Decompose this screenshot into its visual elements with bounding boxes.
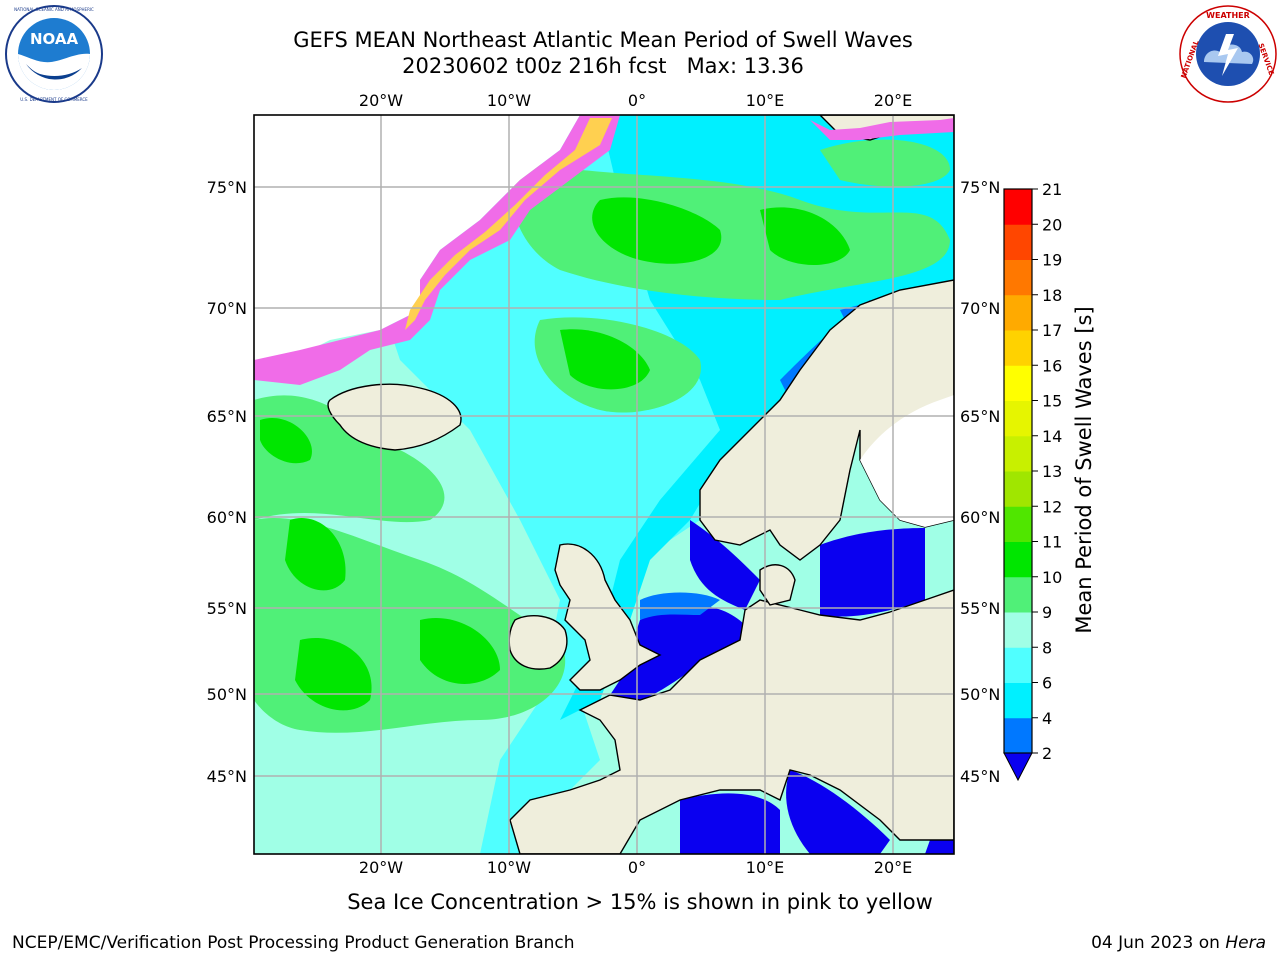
lon-tick-bottom: 20°E — [874, 858, 912, 877]
colorbar-segment — [1004, 612, 1032, 648]
colorbar-segment — [1004, 400, 1032, 437]
lon-tick-top: 0° — [628, 91, 646, 110]
colorbar-segment — [1004, 541, 1032, 578]
denmark-land — [759, 564, 796, 606]
colorbar-tick-label: 12 — [1042, 497, 1062, 516]
colorbar-segment — [1004, 647, 1032, 683]
colorbar-tick-label: 4 — [1042, 709, 1052, 728]
lat-tick-left: 75°N — [207, 178, 247, 197]
swell-6-8-band — [380, 115, 760, 854]
lat-tick-right: 65°N — [960, 407, 1000, 426]
chart-title: GEFS MEAN Northeast Atlantic Mean Period… — [0, 27, 1206, 79]
colorbar-segment — [1004, 189, 1032, 225]
colorbar-tick-label: 15 — [1042, 392, 1062, 411]
noaa-logo-icon: NOAA NATIONAL OCEANIC AND ATMOSPHERIC U.… — [5, 5, 103, 103]
colorbar-segment — [1004, 294, 1032, 331]
lon-tick-top: 20°W — [359, 91, 403, 110]
lon-tick-bottom: 10°E — [746, 858, 784, 877]
colorbar-segment — [1004, 330, 1032, 366]
swell-10-12-patches — [260, 197, 850, 711]
footer-credit: NCEP/EMC/Verification Post Processing Pr… — [12, 933, 575, 953]
colorbar-tick-label: 13 — [1042, 462, 1062, 481]
colorbar-tick-label: 20 — [1042, 215, 1062, 234]
lat-tick-right: 75°N — [960, 178, 1000, 197]
lon-tick-top: 20°E — [874, 91, 912, 110]
svg-text:U.S. DEPARTMENT OF COMMERCE: U.S. DEPARTMENT OF COMMERCE — [20, 97, 88, 102]
colorbar-label: Mean Period of Swell Waves [s] — [1072, 306, 1096, 634]
lat-tick-right: 70°N — [960, 299, 1000, 318]
colorbar-tick-label: 6 — [1042, 674, 1052, 693]
lat-tick-left: 45°N — [207, 767, 247, 786]
lat-tick-right: 60°N — [960, 508, 1000, 527]
lon-tick-bottom: 10°W — [487, 858, 531, 877]
nws-logo-icon: WEATHER NATIONAL SERVICE — [1179, 5, 1277, 103]
colorbar-tick-label: 14 — [1042, 427, 1062, 446]
sea-ice — [254, 115, 954, 527]
colorbar-segment — [1004, 717, 1032, 754]
colorbar-tick-label: 2 — [1042, 744, 1052, 763]
colorbar-segment — [1004, 224, 1032, 260]
colorbar-extend-triangle — [1003, 752, 1033, 782]
footer-host: Hera — [1225, 933, 1266, 953]
lat-tick-left: 65°N — [207, 407, 247, 426]
lat-tick-left: 50°N — [207, 685, 247, 704]
lat-ticks-left: 75°N 70°N 65°N 60°N 55°N 50°N 45°N — [207, 178, 247, 786]
gridlines — [254, 115, 954, 854]
colorbar-segment — [1004, 259, 1032, 296]
ireland-land — [508, 614, 568, 670]
colorbar-segment — [1004, 506, 1032, 542]
colorbar-tick-label: 9 — [1042, 603, 1052, 622]
colorbar-tick-label: 10 — [1042, 568, 1062, 587]
lon-tick-top: 10°W — [487, 91, 531, 110]
footer-date-text: 04 Jun 2023 on — [1091, 933, 1226, 953]
colorbar-tick-label: 11 — [1042, 533, 1062, 552]
lat-tick-left: 55°N — [207, 599, 247, 618]
continental-europe-land — [509, 589, 954, 854]
colorbar: 2 4 6 8 9 10 11 12 13 14 15 16 17 18 19 20 21 — [1003, 180, 1062, 782]
iceland-land — [327, 383, 462, 451]
colorbar-tick-label: 21 — [1042, 180, 1062, 199]
lat-tick-right: 50°N — [960, 685, 1000, 704]
lat-tick-left: 70°N — [207, 299, 247, 318]
lon-tick-top: 10°E — [746, 91, 784, 110]
lon-ticks-bottom: 20°W 10°W 0° 10°E 20°E — [359, 858, 912, 877]
great-britain-land — [554, 543, 662, 691]
title-line-1: GEFS MEAN Northeast Atlantic Mean Period… — [293, 28, 913, 52]
colorbar-tick-label: 8 — [1042, 638, 1052, 657]
svg-text:NOAA: NOAA — [30, 30, 79, 48]
lon-ticks-top: 20°W 10°W 0° 10°E 20°E — [359, 91, 912, 110]
swell-2-4-areas — [610, 520, 954, 854]
colorbar-tick-label: 16 — [1042, 356, 1062, 375]
svg-text:NATIONAL OCEANIC AND ATMOSPHER: NATIONAL OCEANIC AND ATMOSPHERIC — [14, 7, 94, 12]
lon-tick-bottom: 0° — [628, 858, 646, 877]
colorbar-tick-label: 19 — [1042, 251, 1062, 270]
lon-tick-bottom: 20°W — [359, 858, 403, 877]
lat-ticks-right: 75°N 70°N 65°N 60°N 55°N 50°N 45°N — [960, 178, 1000, 786]
colorbar-segment — [1004, 365, 1032, 401]
colorbar-tick-label: 17 — [1042, 321, 1062, 340]
lat-tick-right: 45°N — [960, 767, 1000, 786]
colorbar-segment — [1004, 435, 1032, 472]
lat-tick-left: 60°N — [207, 508, 247, 527]
colorbar-segment — [1004, 576, 1032, 613]
colorbar-segment — [1004, 682, 1032, 719]
map-frame — [253, 114, 955, 855]
svg-text:WEATHER: WEATHER — [1206, 11, 1250, 20]
lat-tick-right: 55°N — [960, 599, 1000, 618]
colorbar-segment — [1004, 471, 1032, 507]
sea-ice-note: Sea Ice Concentration > 15% is shown in … — [347, 890, 933, 914]
colorbar-tick-label: 18 — [1042, 286, 1062, 305]
title-line-2: 20230602 t00z 216h fcst Max: 13.36 — [402, 54, 804, 78]
footer-date: 04 Jun 2023 on Hera — [1091, 933, 1266, 953]
